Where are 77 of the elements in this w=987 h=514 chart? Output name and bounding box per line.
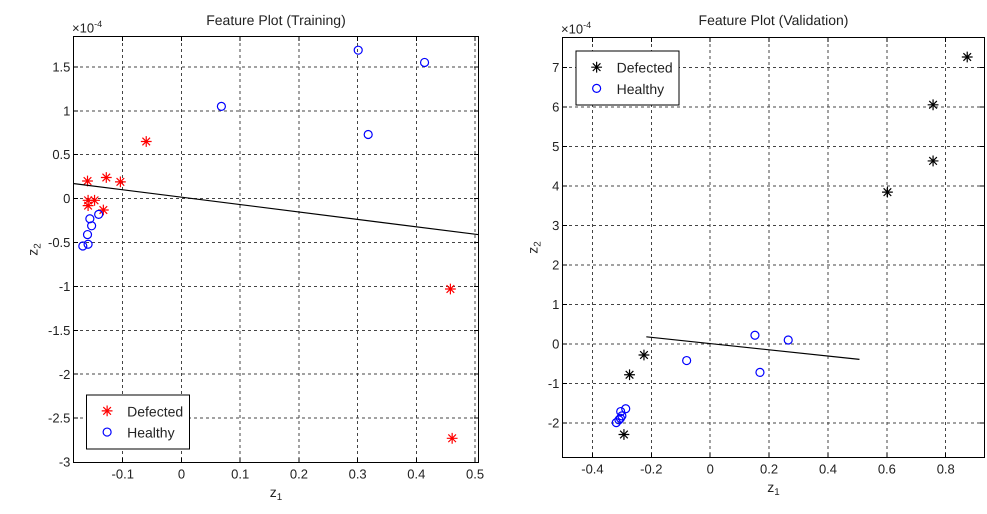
x-tick-label: 0.4: [407, 466, 426, 482]
y-tick-label: -1: [58, 278, 70, 294]
point: [97, 204, 110, 216]
point: [682, 356, 692, 366]
x-tick-label: 0.8: [936, 462, 955, 477]
y-tick-label: 4: [552, 178, 560, 194]
y-tick-label: -2: [548, 416, 560, 431]
point: [755, 368, 765, 378]
point: [784, 335, 793, 345]
y-tick-label: 1: [552, 296, 560, 312]
point: [82, 230, 92, 240]
point: [621, 404, 630, 414]
point: [100, 172, 112, 184]
y-tick-label: 0: [552, 336, 560, 352]
point: [624, 368, 636, 381]
point: [420, 58, 430, 68]
x-tick-label: 0: [178, 466, 186, 482]
point: [750, 330, 760, 340]
y-tick-label: -2.5: [48, 410, 70, 426]
point: [94, 210, 104, 219]
y-tick-label: -1: [548, 376, 560, 392]
chart-title: Feature Plot (Validation): [698, 12, 848, 28]
text: ×10$^{-4}$: [72, 19, 102, 36]
x-tick-label: 0.5: [466, 466, 484, 482]
x-tick-label: -0.4: [581, 462, 604, 477]
point: [446, 432, 458, 444]
y-tick-label: -2: [58, 366, 70, 382]
y-tick-label: 3: [552, 218, 560, 233]
y-tick-label: 5: [552, 138, 560, 154]
point: [78, 241, 88, 251]
x-tick-label: 0.2: [760, 462, 778, 477]
y-tick-label: 2: [552, 257, 560, 272]
x-axis-title: z$_{1}$: [767, 478, 780, 498]
legend-label: Defected: [616, 60, 673, 76]
y-tick-label: 0: [63, 191, 70, 206]
chart-title: Feature Plot (Training): [206, 12, 346, 28]
point: [140, 135, 152, 148]
y-tick-label: 0.5: [52, 147, 70, 162]
point: [364, 130, 373, 140]
x-tick-label: 0.3: [348, 466, 367, 482]
point: [927, 98, 940, 111]
point: [961, 50, 974, 63]
x-axis-title: z$_{1}$: [270, 484, 282, 503]
point: [444, 283, 456, 296]
y-tick-label: -0.5: [48, 235, 70, 250]
legend-label: Healthy: [616, 80, 664, 97]
point: [927, 154, 940, 167]
point: [617, 411, 626, 420]
point: [354, 46, 363, 55]
point: [638, 349, 650, 362]
x-tick-label: 0.6: [878, 462, 896, 477]
point: [881, 186, 894, 198]
point: [612, 418, 621, 428]
x-tick-label: 0.4: [818, 462, 838, 477]
point: [87, 221, 96, 230]
y-tick-label: 1: [63, 103, 70, 118]
x-tick-label: 0.1: [231, 466, 250, 482]
point: [618, 428, 630, 440]
x-tick-label: -0.1: [112, 466, 134, 482]
y-tick-label: -1.5: [48, 322, 70, 338]
legend-label: Healthy: [127, 424, 175, 441]
point: [82, 200, 94, 212]
x-tick-label: 0.2: [290, 466, 308, 482]
point: [82, 175, 94, 188]
x-tick-label: -0.2: [640, 462, 663, 477]
point: [216, 102, 226, 111]
point: [85, 214, 94, 224]
y-tick-label: 1.5: [52, 59, 70, 74]
point: [83, 240, 93, 249]
point: [616, 406, 626, 416]
text: ×10$^{-4}$: [561, 20, 592, 36]
y-tick-label: 6: [552, 99, 560, 114]
point: [114, 176, 126, 188]
legend-label: Defected: [127, 403, 184, 420]
y-tick-label: -3: [58, 454, 70, 470]
y-tick-label: 7: [552, 60, 560, 75]
x-tick-label: 0: [706, 462, 714, 477]
